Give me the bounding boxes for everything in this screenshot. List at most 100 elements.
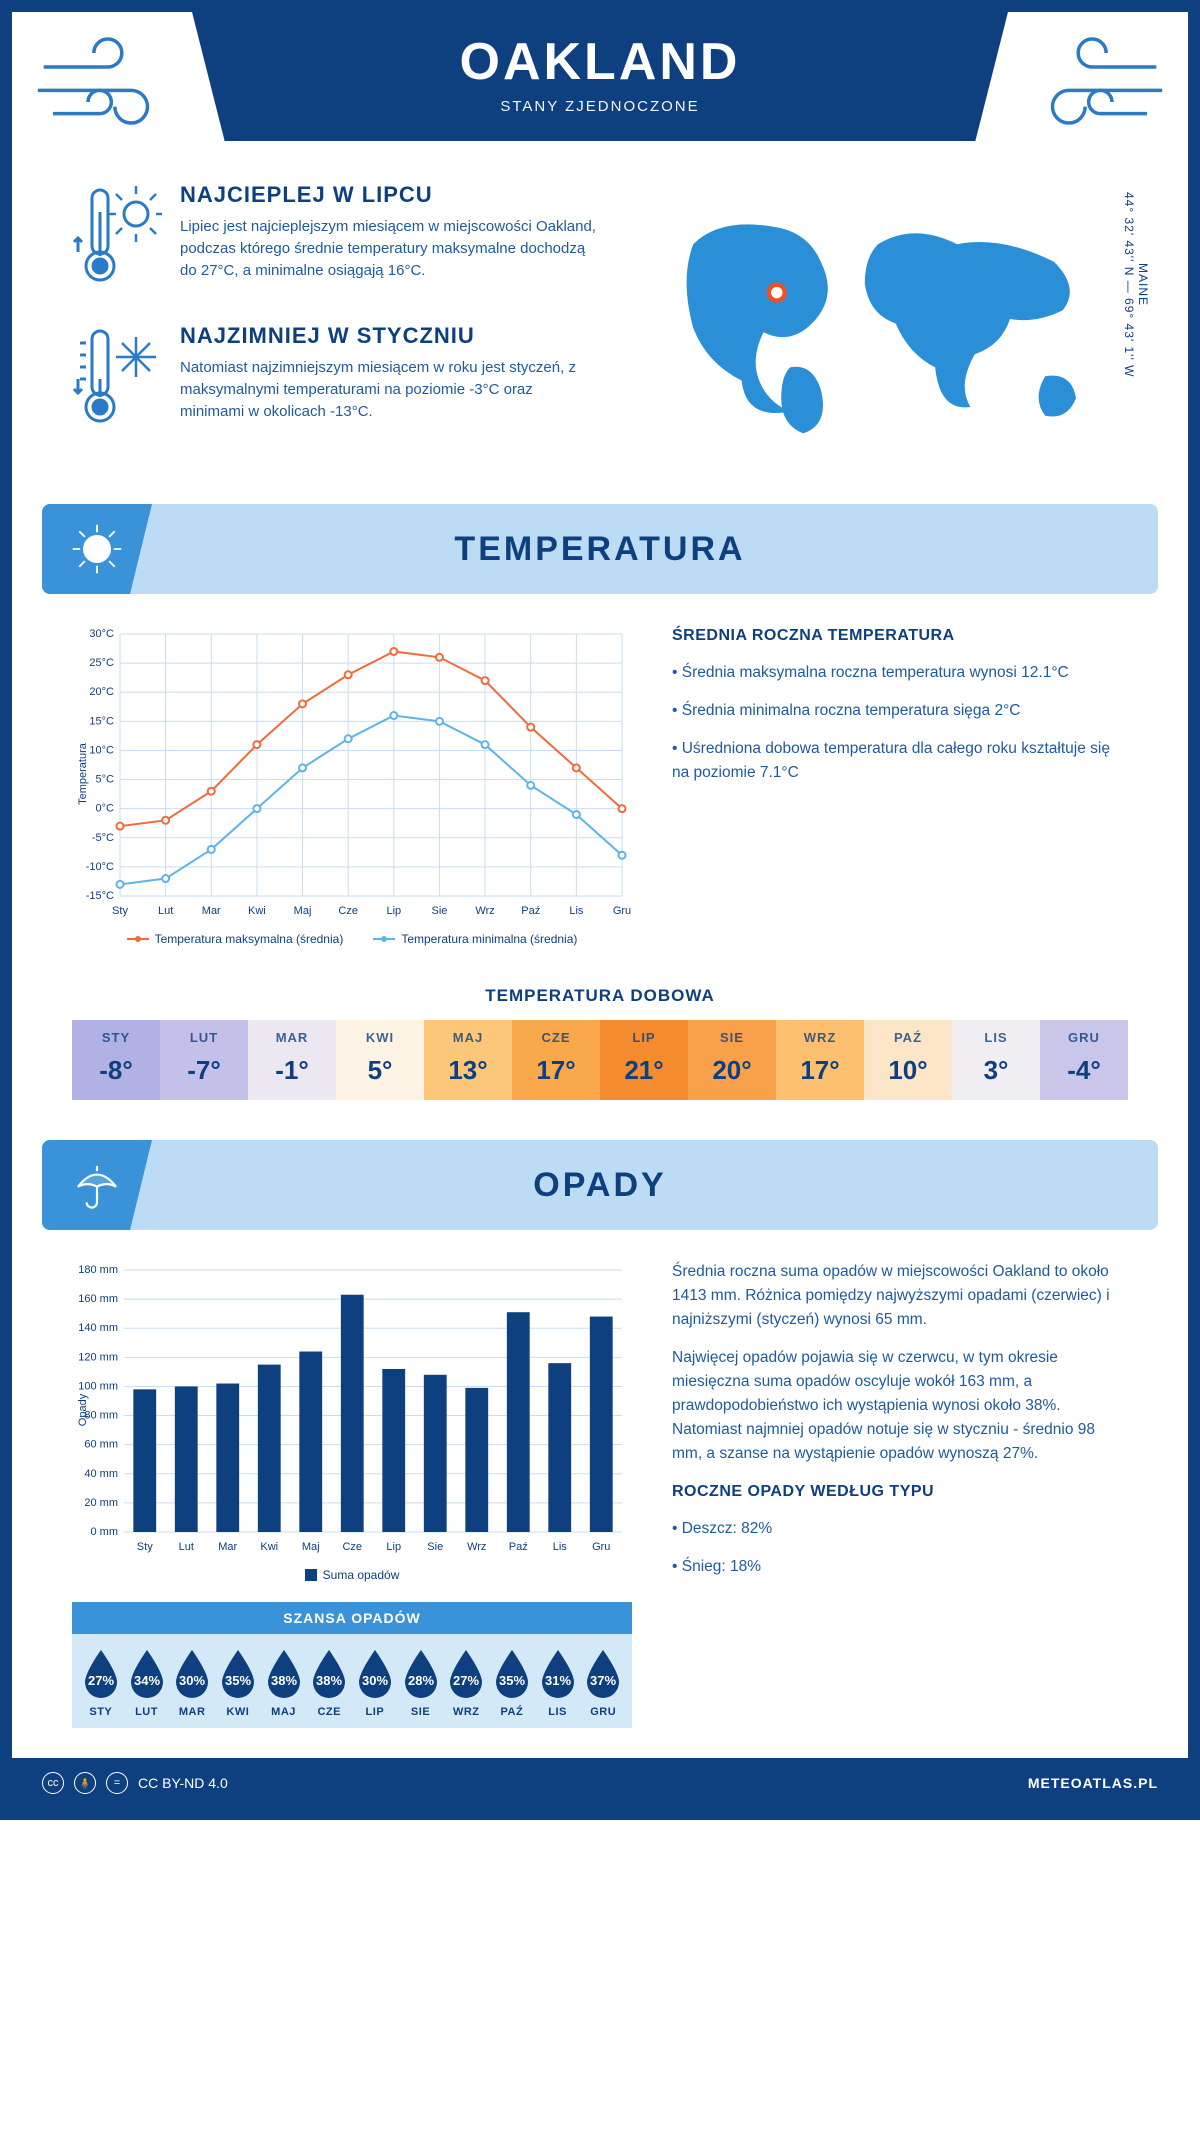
svg-text:37%: 37% [590,1673,616,1688]
license-text: CC BY-ND 4.0 [138,1775,228,1791]
svg-text:Wrz: Wrz [475,905,494,917]
chance-drop: 38% CZE [306,1648,352,1718]
svg-text:30%: 30% [362,1673,388,1688]
svg-text:Sty: Sty [137,1541,153,1553]
legend-item: Temperatura minimalna (średnia) [373,932,577,946]
title-banner: OAKLAND STANY ZJEDNOCZONE [192,12,1008,141]
chance-title: SZANSA OPADÓW [72,1602,632,1634]
svg-text:10°C: 10°C [89,744,114,756]
chance-drop: 38% MAJ [261,1648,307,1718]
precip-panel: 0 mm20 mm40 mm60 mm80 mm100 mm120 mm140 … [12,1230,1188,1758]
svg-text:20 mm: 20 mm [84,1497,118,1509]
fact-cold: NAJZIMNIEJ W STYCZNIU Natomiast najzimni… [72,323,598,438]
svg-text:38%: 38% [271,1673,297,1688]
facts-column: NAJCIEPLEJ W LIPCU Lipiec jest najcieple… [72,182,598,464]
svg-text:31%: 31% [545,1673,571,1688]
daily-temp-cell: LIP21° [600,1020,688,1100]
svg-text:Gru: Gru [592,1541,610,1553]
svg-text:0 mm: 0 mm [91,1526,119,1538]
footer: cc 🧍 = CC BY-ND 4.0 METEOATLAS.PL [12,1758,1188,1808]
svg-text:-15°C: -15°C [86,890,114,902]
daily-temp-cell: WRZ17° [776,1020,864,1100]
svg-text:80 mm: 80 mm [84,1410,118,1422]
daily-temp-cell: MAJ13° [424,1020,512,1100]
precip-chance-box: SZANSA OPADÓW 27% STY 34% LUT 30% MAR 35… [72,1602,632,1728]
header: OAKLAND STANY ZJEDNOCZONE [12,12,1188,172]
country-name: STANY ZJEDNOCZONE [192,98,1008,115]
svg-text:Paź: Paź [509,1541,528,1553]
svg-text:Mar: Mar [202,905,221,917]
coords-region: MAINE [1136,263,1150,306]
svg-text:60 mm: 60 mm [84,1439,118,1451]
svg-text:Lis: Lis [569,905,584,917]
chance-drop: 27% STY [78,1648,124,1718]
svg-text:30°C: 30°C [89,628,114,640]
svg-text:Maj: Maj [302,1541,320,1553]
svg-text:38%: 38% [316,1673,342,1688]
temp-panel: -15°C-10°C-5°C0°C5°C10°C15°C20°C25°C30°C… [12,594,1188,976]
temp-bullet: • Średnia maksymalna roczna temperatura … [672,661,1128,685]
svg-text:5°C: 5°C [96,774,115,786]
temp-chart-legend: Temperatura maksymalna (średnia) Temperat… [72,932,632,946]
svg-text:28%: 28% [408,1673,434,1688]
svg-text:Paź: Paź [521,905,540,917]
svg-text:Kwi: Kwi [260,1541,278,1553]
svg-text:35%: 35% [499,1673,525,1688]
temp-side-title: ŚREDNIA ROCZNA TEMPERATURA [672,624,1128,649]
daily-temp-cell: CZE17° [512,1020,600,1100]
umbrella-icon [42,1140,152,1230]
daily-temp-cell: GRU-4° [1040,1020,1128,1100]
svg-text:140 mm: 140 mm [78,1322,118,1334]
footer-license: cc 🧍 = CC BY-ND 4.0 [42,1772,228,1794]
precip-section-title: OPADY [152,1166,1158,1205]
world-map-box: MAINE 44° 32' 43'' N — 69° 43' 1'' W [628,182,1128,464]
svg-text:15°C: 15°C [89,715,114,727]
svg-text:160 mm: 160 mm [78,1293,118,1305]
temp-section-title: TEMPERATURA [152,530,1158,569]
svg-text:Cze: Cze [338,905,358,917]
city-name: OAKLAND [192,32,1008,92]
svg-text:Wrz: Wrz [467,1541,486,1553]
by-icon: 🧍 [74,1772,96,1794]
chance-drop: 31% LIS [535,1648,581,1718]
svg-text:Lut: Lut [158,905,173,917]
svg-text:Lut: Lut [179,1541,194,1553]
svg-text:Lip: Lip [386,1541,401,1553]
temp-bullet: • Średnia minimalna roczna temperatura s… [672,699,1128,723]
svg-text:20°C: 20°C [89,686,114,698]
daily-temp-cell: KWI5° [336,1020,424,1100]
chance-drop: 35% KWI [215,1648,261,1718]
daily-temp-cell: MAR-1° [248,1020,336,1100]
daily-temp-cell: LUT-7° [160,1020,248,1100]
svg-text:27%: 27% [88,1673,114,1688]
precip-type-line: • Deszcz: 82% [672,1517,1128,1541]
sun-icon [42,504,152,594]
daily-temp-row: STY-8°LUT-7°MAR-1°KWI5°MAJ13°CZE17°LIP21… [72,1020,1128,1100]
svg-text:Kwi: Kwi [248,905,266,917]
coords-text: MAINE 44° 32' 43'' N — 69° 43' 1'' W [1122,192,1150,377]
svg-text:34%: 34% [133,1673,159,1688]
daily-temp-cell: PAŹ10° [864,1020,952,1100]
legend-item: Temperatura maksymalna (średnia) [127,932,344,946]
svg-text:Mar: Mar [218,1541,237,1553]
page-frame: OAKLAND STANY ZJEDNOCZONE [0,0,1200,1820]
fact-hot: NAJCIEPLEJ W LIPCU Lipiec jest najcieple… [72,182,598,297]
svg-text:Cze: Cze [342,1541,362,1553]
svg-text:180 mm: 180 mm [78,1264,118,1276]
svg-text:-10°C: -10°C [86,861,114,873]
daily-temp-cell: LIS3° [952,1020,1040,1100]
daily-temp-cell: STY-8° [72,1020,160,1100]
precip-side-text: Średnia roczna suma opadów w miejscowośc… [672,1260,1128,1728]
world-map-icon [658,209,1098,438]
fact-cold-title: NAJZIMNIEJ W STYCZNIU [180,323,598,349]
svg-text:40 mm: 40 mm [84,1468,118,1480]
precip-bar-chart: 0 mm20 mm40 mm60 mm80 mm100 mm120 mm140 … [72,1260,632,1560]
svg-text:Temperatura: Temperatura [77,742,89,805]
coords-value: 44° 32' 43'' N — 69° 43' 1'' W [1122,192,1136,377]
chance-drop: 30% MAR [169,1648,215,1718]
svg-text:Gru: Gru [613,905,631,917]
svg-text:Sie: Sie [432,905,448,917]
svg-text:Lis: Lis [553,1541,568,1553]
intro-row: NAJCIEPLEJ W LIPCU Lipiec jest najcieple… [12,172,1188,494]
svg-text:27%: 27% [453,1673,479,1688]
